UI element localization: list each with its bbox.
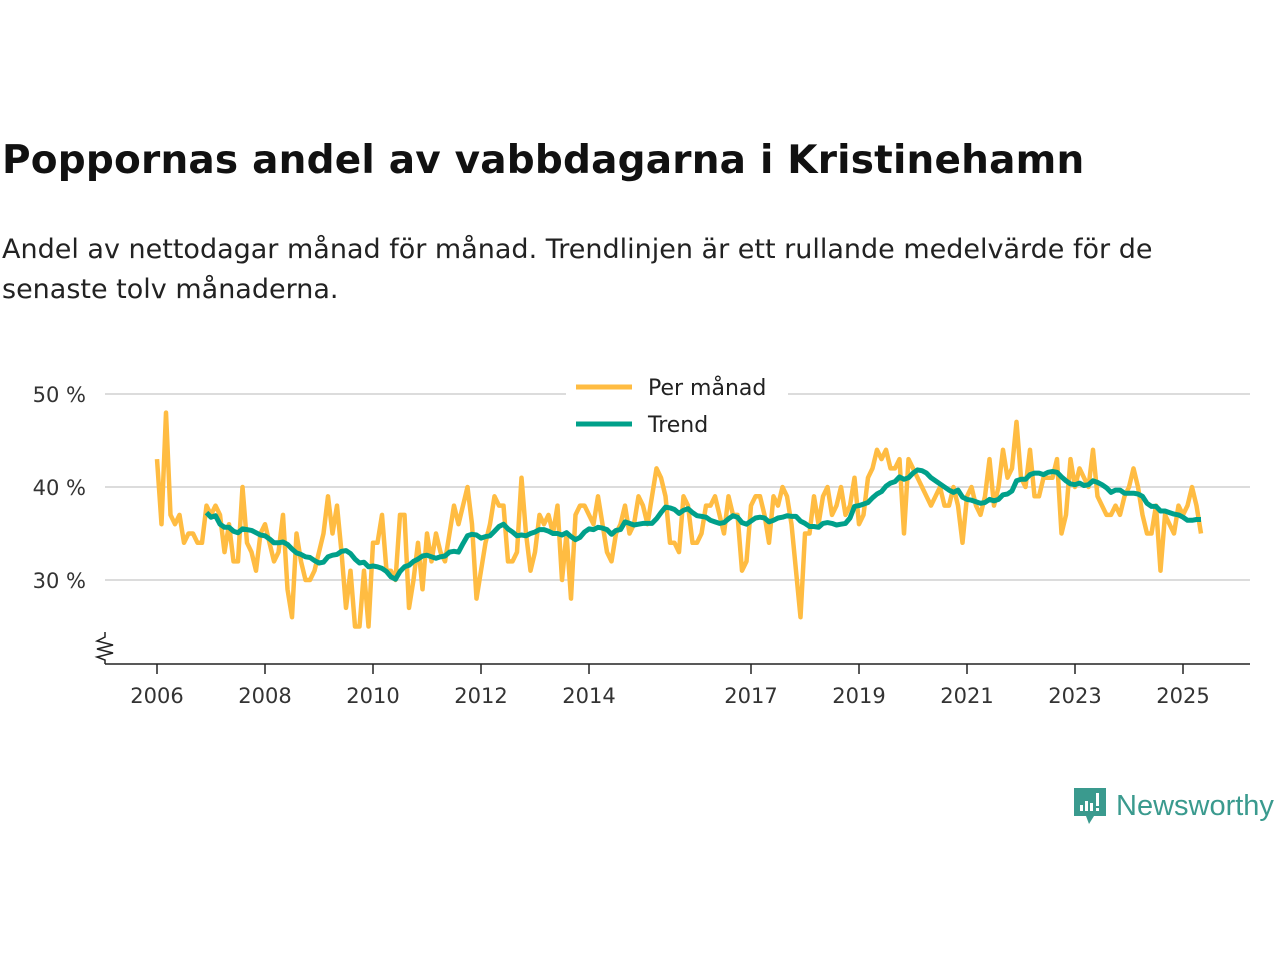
legend: Per månad Trend	[566, 368, 788, 444]
x-tick-label: 2006	[130, 684, 183, 708]
y-tick-label: 50 %	[33, 383, 86, 407]
x-tick-label: 2014	[562, 684, 615, 708]
y-axis-ticks: 30 % 40 % 50 %	[33, 383, 86, 593]
chart-title: Poppornas andel av vabbdagarna i Kristin…	[2, 138, 1085, 183]
axis-break-icon	[94, 632, 114, 664]
chart-subtitle: Andel av nettodagar månad för månad. Tre…	[2, 234, 1153, 305]
x-axis-ticks: 2006 2008 2010 2012 2014 2017 2019 2021 2023 2025	[130, 664, 1210, 708]
legend-label-trend: Trend	[647, 413, 708, 438]
x-tick-label: 2019	[832, 684, 885, 708]
x-tick-label: 2017	[724, 684, 777, 708]
y-tick-label: 30 %	[33, 569, 86, 593]
x-tick-label: 2025	[1156, 684, 1209, 708]
legend-label-per-manad: Per månad	[648, 375, 766, 401]
newsworthy-logo-icon	[1074, 788, 1106, 824]
y-tick-label: 40 %	[33, 476, 86, 500]
newsworthy-logo-text: Newsworthy	[1116, 789, 1274, 822]
series-line-trend	[204, 467, 1201, 582]
x-tick-label: 2008	[238, 684, 291, 708]
x-tick-label: 2021	[940, 684, 993, 708]
x-tick-label: 2010	[346, 684, 399, 708]
x-tick-label: 2012	[454, 684, 507, 708]
x-tick-label: 2023	[1048, 684, 1101, 708]
newsworthy-logo: Newsworthy	[1072, 786, 1274, 826]
series-line-per-manad	[154, 410, 1204, 629]
